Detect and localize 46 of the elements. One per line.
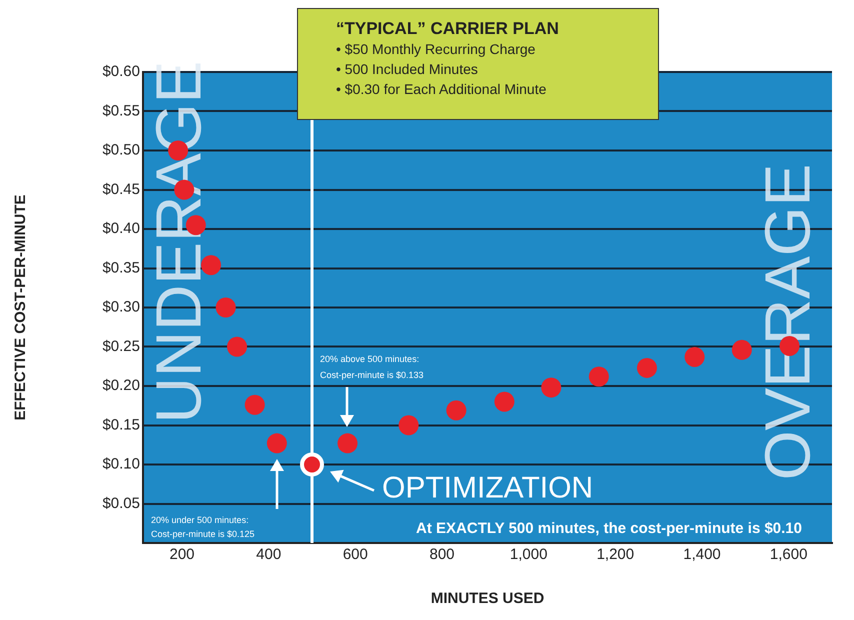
y-tick-label: $0.50 — [102, 142, 140, 159]
annotation: • 500 Included Minutes — [336, 60, 479, 79]
x-tick-label: 1,000 — [510, 546, 548, 564]
point — [446, 400, 466, 420]
point — [541, 378, 562, 398]
point — [494, 392, 514, 412]
y-tick-label: $0.15 — [102, 416, 140, 434]
point — [216, 298, 236, 318]
y-tick-label: $0.25 — [102, 338, 140, 355]
annotation: At EXACTLY 500 minutes, the cost-per-minute is $0.10 — [416, 520, 802, 537]
y-tick-label: $0.20 — [102, 377, 140, 394]
annotation: OPTIMIZATION — [382, 472, 594, 504]
point — [227, 336, 248, 357]
annotation: OVERAGE — [752, 164, 824, 480]
y-tick-label: $0.10 — [102, 456, 140, 473]
y-tick-label: $0.30 — [102, 298, 140, 316]
y-axis-title: EFFECTIVE COST-PER-MINUTE — [12, 194, 30, 420]
annotation: UNDERAGE — [142, 60, 215, 424]
point — [588, 366, 609, 387]
x-tick-label: 600 — [342, 546, 368, 564]
point — [201, 255, 222, 276]
y-tick-label: $0.40 — [102, 220, 140, 238]
x-tick-label: 800 — [429, 546, 455, 564]
plan-text-box: “TYPICAL” CARRIER PLAN • $50 Monthly Recurring Charge • 500 Included Minutes • $0.30 for Each Additional Minute — [297, 8, 659, 120]
point — [244, 394, 265, 415]
y-tick-label: $0.60 — [102, 63, 140, 80]
x-tick-label: 1,200 — [596, 546, 634, 564]
x-tick-label: 400 — [256, 546, 282, 564]
y-tick-label: $0.45 — [102, 180, 140, 198]
annotation: • $0.30 for Each Additional Minute — [336, 80, 548, 99]
point — [338, 433, 358, 454]
y-tick-label: $0.05 — [102, 494, 140, 512]
x-tick-label: 200 — [169, 546, 195, 564]
annotation: 20% above 500 minutes: Cost-per-minute is $0.133 — [320, 354, 424, 380]
y-tick-label: $0.55 — [102, 102, 140, 120]
x-axis-title: MINUTES USED — [430, 590, 544, 608]
point — [684, 346, 705, 367]
point — [398, 415, 419, 436]
x-tick-label: 1,600 — [770, 546, 808, 564]
chart-title: “TYPICAL” CARRIER PLAN — [336, 19, 560, 39]
annotation: 20% under 500 minutes: Cost-per-minute is $0.125 — [151, 515, 255, 539]
x-tick-label: 1,400 — [683, 546, 721, 564]
point — [732, 340, 752, 360]
point — [636, 358, 657, 378]
point — [266, 433, 287, 454]
y-tick-label: $0.35 — [102, 259, 140, 276]
